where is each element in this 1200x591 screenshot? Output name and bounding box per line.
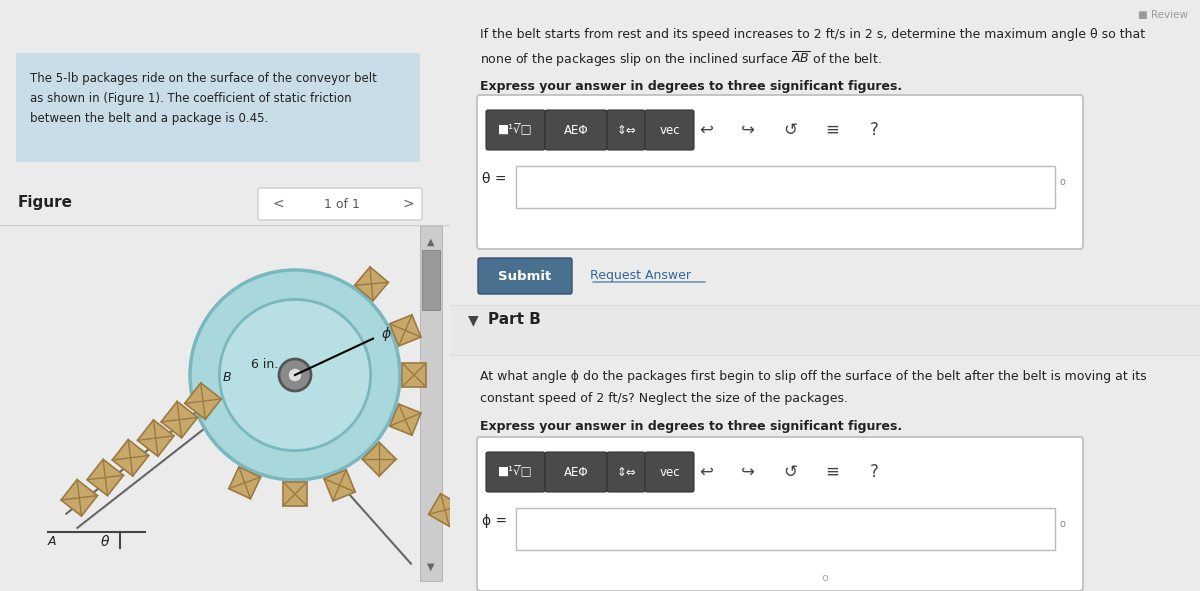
Text: between the belt and a package is 0.45.: between the belt and a package is 0.45. [30, 112, 269, 125]
Text: $\theta$: $\theta$ [100, 534, 110, 550]
Text: AEΦ: AEΦ [564, 466, 588, 479]
Text: ≡: ≡ [826, 121, 839, 139]
Polygon shape [229, 467, 260, 499]
Polygon shape [402, 363, 426, 387]
Circle shape [278, 359, 311, 391]
Text: Figure: Figure [18, 195, 73, 210]
Text: none of the packages slip on the inclined surface $\overline{AB}$ of the belt.: none of the packages slip on the incline… [480, 50, 882, 69]
Text: ▼: ▼ [427, 562, 434, 572]
Text: Part B: Part B [488, 313, 541, 327]
Text: ↺: ↺ [784, 463, 797, 481]
Text: ⇕⇔: ⇕⇔ [616, 466, 636, 479]
Polygon shape [362, 442, 396, 476]
Text: ↩: ↩ [700, 121, 713, 139]
Polygon shape [185, 383, 221, 420]
FancyBboxPatch shape [258, 188, 422, 220]
FancyBboxPatch shape [486, 452, 545, 492]
FancyBboxPatch shape [450, 305, 1200, 355]
Text: ▼: ▼ [468, 313, 479, 327]
FancyBboxPatch shape [607, 452, 646, 492]
Polygon shape [283, 482, 307, 506]
Text: ■¹√̅□: ■¹√̅□ [498, 466, 533, 479]
Text: ▲: ▲ [427, 237, 434, 247]
Text: B: B [223, 371, 232, 384]
Polygon shape [455, 545, 485, 576]
Polygon shape [88, 459, 124, 496]
FancyBboxPatch shape [420, 226, 442, 581]
FancyBboxPatch shape [422, 250, 440, 310]
Text: Express your answer in degrees to three significant figures.: Express your answer in degrees to three … [480, 420, 902, 433]
FancyBboxPatch shape [478, 258, 572, 294]
Text: Submit: Submit [498, 269, 552, 282]
Text: ■ Review: ■ Review [1138, 10, 1188, 20]
Text: The 5-lb packages ride on the surface of the conveyor belt: The 5-lb packages ride on the surface of… [30, 72, 377, 85]
Polygon shape [138, 420, 174, 456]
Text: o: o [1060, 519, 1066, 529]
FancyBboxPatch shape [486, 110, 545, 150]
Text: ↩: ↩ [700, 463, 713, 481]
Text: ↪: ↪ [742, 121, 755, 139]
Polygon shape [354, 267, 389, 301]
Text: ?: ? [870, 463, 878, 481]
Polygon shape [390, 315, 421, 346]
Text: A: A [48, 535, 56, 548]
Polygon shape [390, 404, 421, 435]
Text: Express your answer in degrees to three significant figures.: Express your answer in degrees to three … [480, 80, 902, 93]
Polygon shape [161, 401, 198, 438]
FancyBboxPatch shape [516, 166, 1055, 208]
Polygon shape [324, 470, 355, 501]
Text: ↪: ↪ [742, 463, 755, 481]
Text: If the belt starts from rest and its speed increases to 2 ft/s in 2 s, determine: If the belt starts from rest and its spe… [480, 28, 1145, 41]
FancyBboxPatch shape [646, 110, 694, 150]
FancyBboxPatch shape [16, 53, 420, 162]
Polygon shape [61, 479, 97, 516]
Text: o: o [822, 573, 828, 583]
Circle shape [220, 300, 371, 450]
Polygon shape [428, 493, 461, 527]
Text: $\phi$: $\phi$ [382, 324, 391, 343]
Text: <: < [272, 197, 284, 211]
Text: vec: vec [659, 466, 680, 479]
Circle shape [190, 270, 400, 480]
Text: as shown in (Figure 1). The coefficient of static friction: as shown in (Figure 1). The coefficient … [30, 92, 352, 105]
Text: θ =: θ = [482, 172, 506, 186]
Text: ≡: ≡ [826, 463, 839, 481]
Text: o: o [1060, 177, 1066, 187]
FancyBboxPatch shape [545, 110, 607, 150]
Polygon shape [113, 440, 149, 476]
FancyBboxPatch shape [516, 508, 1055, 550]
Text: constant speed of 2 ft/s? Neglect the size of the packages.: constant speed of 2 ft/s? Neglect the si… [480, 392, 848, 405]
Text: ■¹√̅□: ■¹√̅□ [498, 124, 533, 137]
FancyBboxPatch shape [545, 452, 607, 492]
Text: 1 of 1: 1 of 1 [324, 197, 360, 210]
FancyBboxPatch shape [607, 110, 646, 150]
Text: >: > [402, 197, 414, 211]
Text: vec: vec [659, 124, 680, 137]
Text: Request Answer: Request Answer [590, 269, 691, 282]
Text: ⇕⇔: ⇕⇔ [616, 124, 636, 137]
Text: At what angle ϕ do the packages first begin to slip off the surface of the belt : At what angle ϕ do the packages first be… [480, 370, 1147, 383]
Text: ?: ? [870, 121, 878, 139]
Text: AEΦ: AEΦ [564, 124, 588, 137]
FancyBboxPatch shape [478, 437, 1084, 591]
Text: ↺: ↺ [784, 121, 797, 139]
FancyBboxPatch shape [478, 95, 1084, 249]
FancyBboxPatch shape [646, 452, 694, 492]
Text: 6 in.: 6 in. [251, 359, 278, 372]
Text: ϕ =: ϕ = [482, 514, 508, 528]
Circle shape [288, 368, 302, 382]
